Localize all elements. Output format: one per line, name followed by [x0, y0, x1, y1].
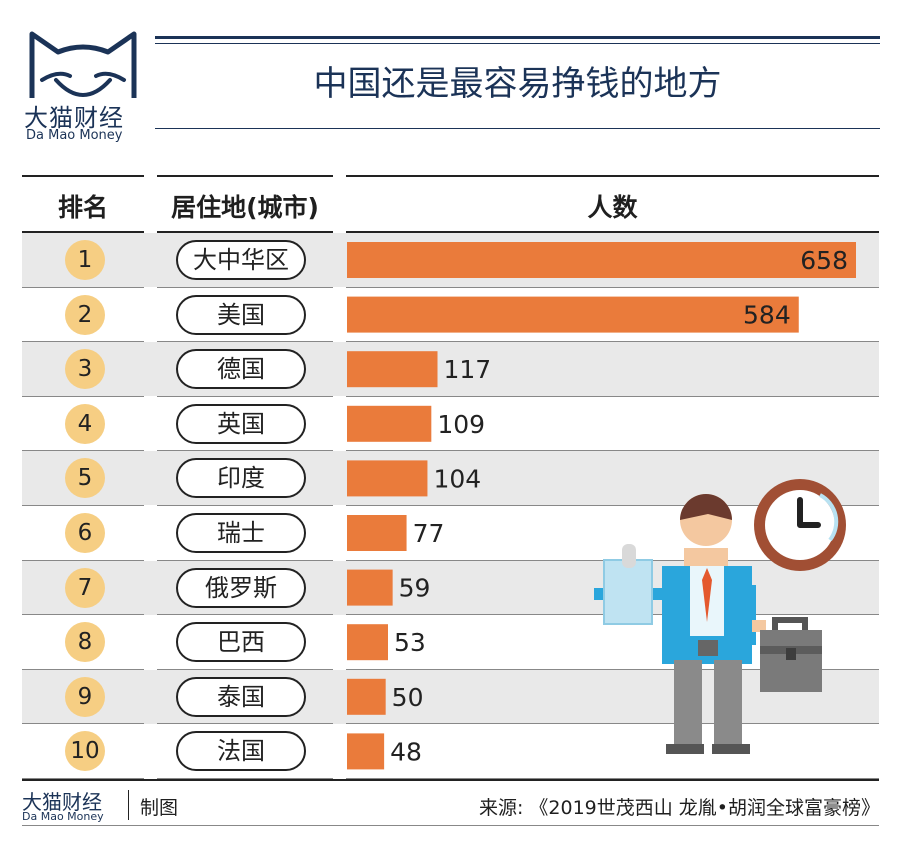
- footer-brand-name-en: Da Mao Money: [22, 810, 104, 823]
- city-label: 英国: [176, 403, 306, 444]
- title-rule-top-thin: [155, 43, 880, 44]
- row-separator: [22, 395, 144, 397]
- row-separator: [346, 505, 879, 506]
- row-separator: [157, 778, 333, 779]
- bar-value-label: 584: [743, 301, 791, 330]
- header-line-rank-bottom: [22, 231, 144, 233]
- brand-name: 大猫财经: [24, 104, 124, 132]
- rank-badge: 9: [65, 676, 105, 717]
- row-separator: [22, 450, 144, 452]
- row-separator: [346, 723, 879, 725]
- header-line-count-top: [346, 175, 879, 177]
- title-rule-top: [155, 36, 880, 39]
- row-separator: [22, 614, 144, 616]
- row-separator: [157, 450, 333, 452]
- bar-value-label: 658: [800, 246, 848, 275]
- rank-badge: 10: [65, 731, 105, 772]
- bar-value-label: 104: [433, 464, 481, 493]
- row-separator: [346, 286, 879, 288]
- bar-value-label: 53: [394, 628, 426, 657]
- city-label: 巴西: [176, 622, 306, 663]
- bar-value-label: 59: [399, 574, 431, 603]
- bar-value-label: 117: [444, 355, 492, 384]
- row-separator: [157, 614, 333, 616]
- rank-badge: 4: [65, 403, 105, 444]
- bar: [347, 624, 388, 661]
- bar-value-label: 77: [413, 519, 445, 548]
- bar-value-label: 109: [437, 410, 485, 439]
- row-separator: [346, 450, 879, 452]
- header-line-city-top: [157, 175, 333, 177]
- bar: [347, 460, 428, 497]
- row-separator: [22, 778, 144, 779]
- row-separator: [157, 668, 333, 670]
- row-separator: [22, 668, 144, 670]
- bar: [347, 242, 856, 278]
- row-separator: [346, 668, 879, 670]
- row-separator: [22, 723, 144, 725]
- bar: [347, 569, 393, 606]
- rank-badge: 8: [65, 622, 105, 663]
- header-rank: 排名: [57, 193, 108, 222]
- city-label: 俄罗斯: [176, 567, 306, 608]
- rank-badge: 1: [65, 240, 105, 280]
- row-separator: [22, 286, 144, 288]
- bar-value-label: 48: [390, 737, 422, 766]
- businessman-illustration: [594, 479, 846, 754]
- header-count: 人数: [587, 193, 638, 222]
- bar: [347, 296, 799, 333]
- row-separator: [157, 505, 333, 506]
- footer-rule-top: [22, 779, 879, 781]
- header-line-city-bottom: [157, 231, 333, 233]
- rank-badge: 7: [65, 567, 105, 608]
- row-separator: [157, 286, 333, 288]
- city-label: 瑞士: [176, 513, 306, 553]
- bar-value-label: 50: [392, 683, 424, 712]
- row-separator: [22, 505, 144, 506]
- city-label: 大中华区: [176, 240, 306, 280]
- row-separator: [157, 341, 333, 343]
- bar: [347, 678, 386, 715]
- row-separator: [346, 341, 879, 343]
- city-label: 泰国: [176, 676, 306, 717]
- row-separator: [22, 559, 144, 561]
- city-label: 法国: [176, 731, 306, 772]
- footer-brand-name: 大猫财经: [22, 790, 102, 814]
- row-separator: [346, 395, 879, 397]
- row-separator: [157, 395, 333, 397]
- row-separator: [22, 341, 144, 343]
- rank-badge: 3: [65, 349, 105, 390]
- title-rule-bottom: [155, 128, 880, 129]
- footer-source: 来源: 《2019世茂西山 龙胤•胡润全球富豪榜》: [478, 797, 880, 819]
- bar: [347, 733, 385, 770]
- page-title: 中国还是最容易挣钱的地方: [313, 64, 722, 104]
- brand-name-en: Da Mao Money: [26, 128, 123, 143]
- rank-badge: 2: [65, 294, 105, 335]
- footer-divider: [128, 790, 129, 820]
- rank-badge: 6: [65, 513, 105, 553]
- bar: [347, 515, 407, 551]
- table-row-bg: [22, 342, 879, 397]
- bar: [347, 405, 432, 442]
- city-label: 德国: [176, 349, 306, 390]
- rank-badge: 5: [65, 458, 105, 499]
- row-separator: [157, 559, 333, 561]
- footer-made-by: 制图: [140, 797, 179, 819]
- row-separator: [157, 723, 333, 725]
- header-line-rank-top: [22, 175, 144, 177]
- brand-logo: [29, 31, 137, 98]
- header-city: 居住地(城市): [171, 193, 319, 222]
- footer-rule-bottom: [22, 825, 879, 826]
- city-label: 印度: [176, 458, 306, 499]
- header-line-count-bottom: [346, 231, 879, 233]
- city-label: 美国: [176, 294, 306, 335]
- table-row-bg: [22, 451, 879, 506]
- row-separator: [346, 778, 879, 779]
- bar: [347, 351, 438, 388]
